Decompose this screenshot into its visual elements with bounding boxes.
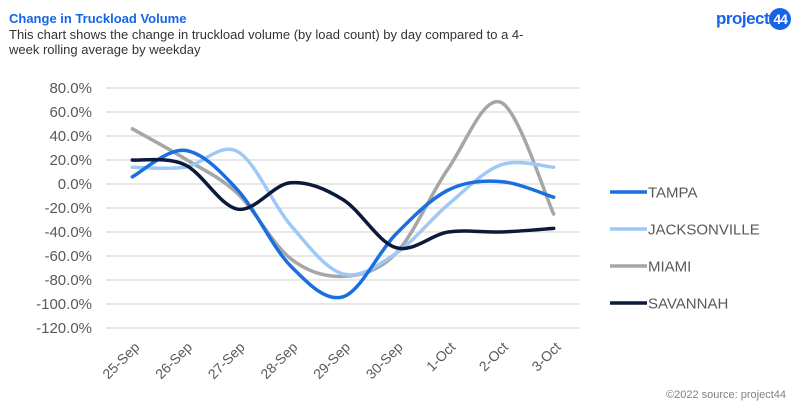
gridlines (106, 87, 580, 329)
x-tick-label: 28-Sep (257, 339, 300, 382)
y-tick-label: 60.0% (49, 104, 92, 121)
y-tick-label: -40.0% (44, 224, 92, 241)
x-tick-label: 30-Sep (363, 339, 406, 382)
x-axis-ticks: 25-Sep 26-Sep 27-Sep 28-Sep 29-Sep 30-Sep 1-Oc… (99, 339, 564, 382)
y-tick-label: -60.0% (44, 248, 92, 265)
x-tick-label: 3-Oct (528, 339, 564, 375)
y-tick-label: 20.0% (49, 152, 92, 169)
legend-label: MIAMI (648, 259, 691, 276)
y-tick-label: -80.0% (44, 272, 92, 289)
chart-subtitle: This chart shows the change in truckload… (9, 27, 524, 57)
x-tick-label: 1-Oct (423, 339, 459, 375)
source-footer: ©2022 source: project44 (665, 389, 786, 401)
y-tick-label: 0.0% (58, 176, 92, 193)
x-tick-label: 26-Sep (152, 339, 195, 382)
logo-text: project (716, 9, 770, 28)
series-line-miami (130, 99, 556, 279)
y-axis-ticks: 80.0% 60.0% 40.0% 20.0% 0.0% -20.0% -40.0% -60.… (36, 80, 92, 337)
series-lines (130, 99, 556, 300)
series-line-savannah (130, 157, 556, 251)
y-tick-label: -20.0% (44, 200, 92, 217)
x-tick-label: 29-Sep (310, 339, 353, 382)
legend-label: SAVANNAH (648, 296, 728, 313)
legend-label: TAMPA (648, 185, 697, 202)
y-tick-label: 80.0% (49, 80, 92, 97)
series-line-tampa (130, 148, 556, 300)
x-tick-label: 2-Oct (476, 339, 512, 375)
logo-badge-icon: 44 (769, 8, 792, 30)
legend: TAMPA JACKSONVILLE MIAMI SAVANNAH (610, 185, 760, 313)
project44-logo: project 44 (716, 8, 792, 30)
x-tick-label: 27-Sep (205, 339, 248, 382)
y-tick-label: -100.0% (36, 296, 92, 313)
y-tick-label: 40.0% (49, 128, 92, 145)
y-tick-label: -120.0% (36, 320, 92, 337)
chart-title: Change in Truckload Volume (9, 11, 187, 26)
x-tick-label: 25-Sep (99, 339, 142, 382)
legend-label: JACKSONVILLE (648, 222, 760, 239)
